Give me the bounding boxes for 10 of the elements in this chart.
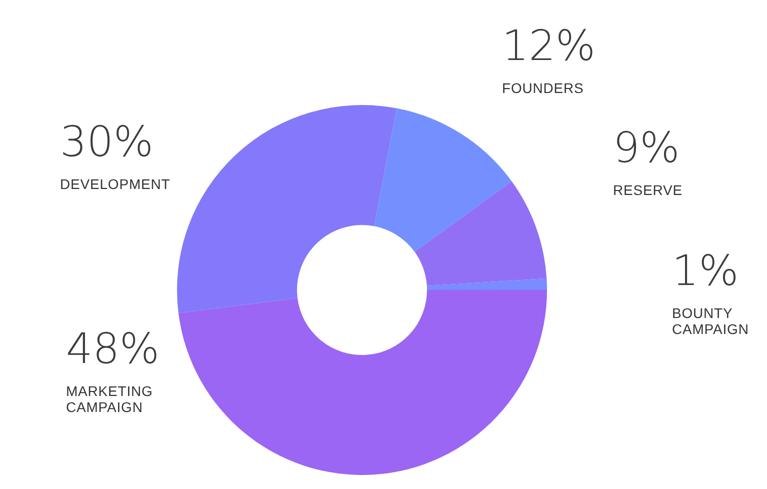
slice-label: MARKETING CAMPAIGN: [66, 383, 153, 415]
data-label: 12%: [502, 21, 596, 70]
data-label: 9%: [613, 123, 680, 172]
slice-label: RESERVE: [613, 182, 682, 198]
slice-label: BOUNTY CAMPAIGN: [672, 305, 749, 337]
data-label: 48%: [66, 324, 160, 373]
data-label: 30%: [60, 117, 154, 166]
slice-label: FOUNDERS: [502, 80, 584, 96]
slice-label: DEVELOPMENT: [60, 176, 170, 192]
data-label: 1%: [672, 246, 739, 295]
